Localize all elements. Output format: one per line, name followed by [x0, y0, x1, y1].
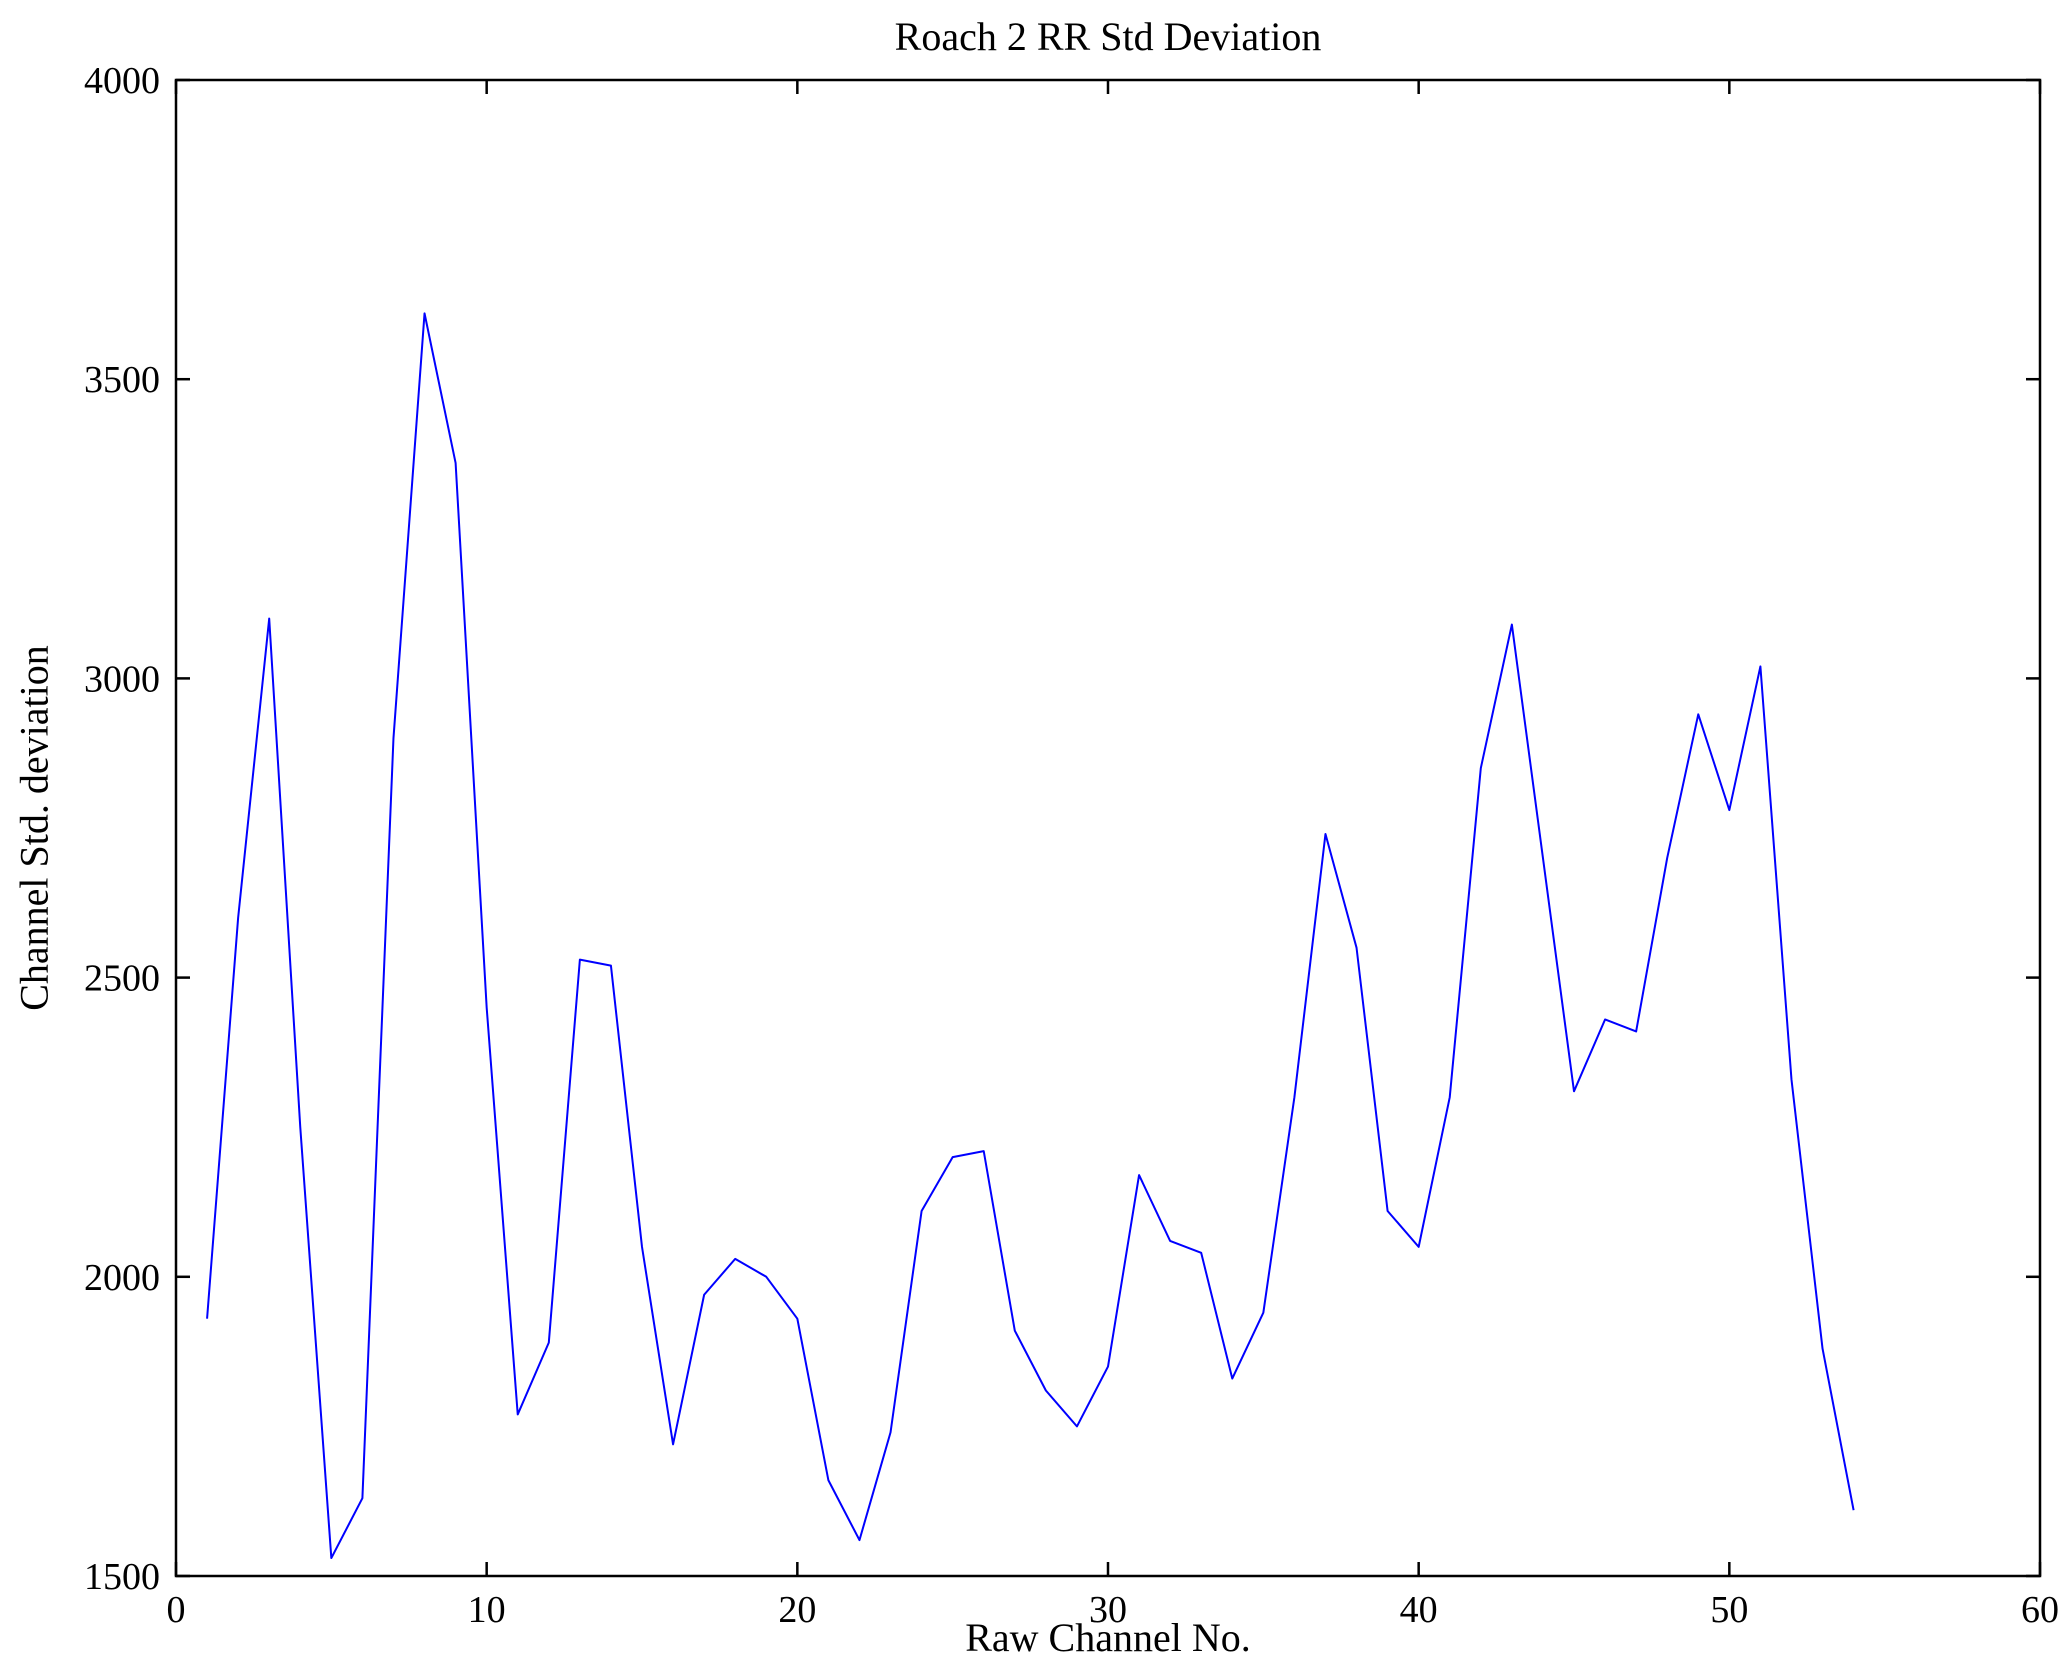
x-axis-ticks: 0 10 20 30 40 50 60: [167, 80, 2059, 1631]
x-tick-label: 60: [2021, 1589, 2059, 1631]
y-axis-label: Channel Std. deviation: [11, 645, 57, 1011]
x-tick-label: 40: [1400, 1589, 1438, 1631]
y-tick-label: 2500: [84, 958, 160, 1000]
axes-frame: [174, 78, 2042, 1578]
y-tick-label: 2000: [84, 1257, 160, 1299]
y-tick-label: 1500: [84, 1556, 160, 1598]
y-tick-label: 4000: [84, 60, 160, 102]
y-tick-label: 3000: [84, 658, 160, 700]
x-tick-label: 50: [1710, 1589, 1748, 1631]
y-axis-ticks: 1500 2000 2500 3000 3500 4000: [84, 60, 2040, 1598]
x-tick-label: 20: [778, 1589, 816, 1631]
x-tick-label: 30: [1089, 1589, 1127, 1631]
y-tick-label: 3500: [84, 359, 160, 401]
data-line: [206, 312, 1855, 1560]
chart-title: Roach 2 RR Std Deviation: [894, 14, 1322, 59]
x-tick-label: 10: [468, 1589, 506, 1631]
x-axis-label: Raw Channel No.: [965, 1615, 1251, 1660]
x-tick-label: 0: [167, 1589, 186, 1631]
